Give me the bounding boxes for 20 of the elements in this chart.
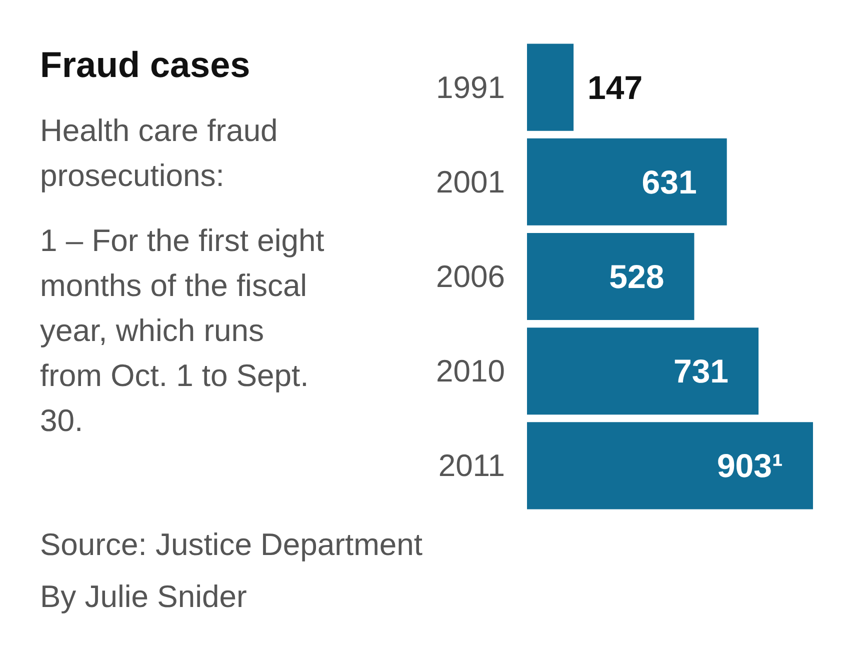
text: 1 – For the first eight months of the fiscal year, which runs from Oct. 1 to Sept. 30. bbox=[40, 222, 326, 440]
text: Fraud cases bbox=[40, 43, 250, 87]
y-tick-label: 2010 bbox=[436, 354, 505, 389]
bar bbox=[527, 138, 727, 226]
data-label: 528 bbox=[609, 258, 664, 295]
y-tick-label: 2011 bbox=[438, 448, 505, 484]
data-label: 631 bbox=[642, 163, 697, 200]
source-note: Source: Justice Department bbox=[40, 526, 424, 564]
bar bbox=[527, 422, 813, 510]
text: By Julie Snider bbox=[40, 578, 248, 616]
bar bbox=[527, 328, 759, 415]
bar bbox=[527, 44, 574, 131]
y-tick-label: 2006 bbox=[436, 259, 505, 294]
data-label: 147 bbox=[588, 68, 643, 106]
data-label: 903¹ bbox=[716, 447, 783, 484]
text: Health care fraud prosecutions: bbox=[40, 112, 279, 195]
y-tick-label: 2001 bbox=[436, 164, 505, 200]
y-tick-label: 1991 bbox=[436, 70, 505, 105]
bar bbox=[527, 232, 694, 320]
data-label: 731 bbox=[673, 352, 729, 390]
